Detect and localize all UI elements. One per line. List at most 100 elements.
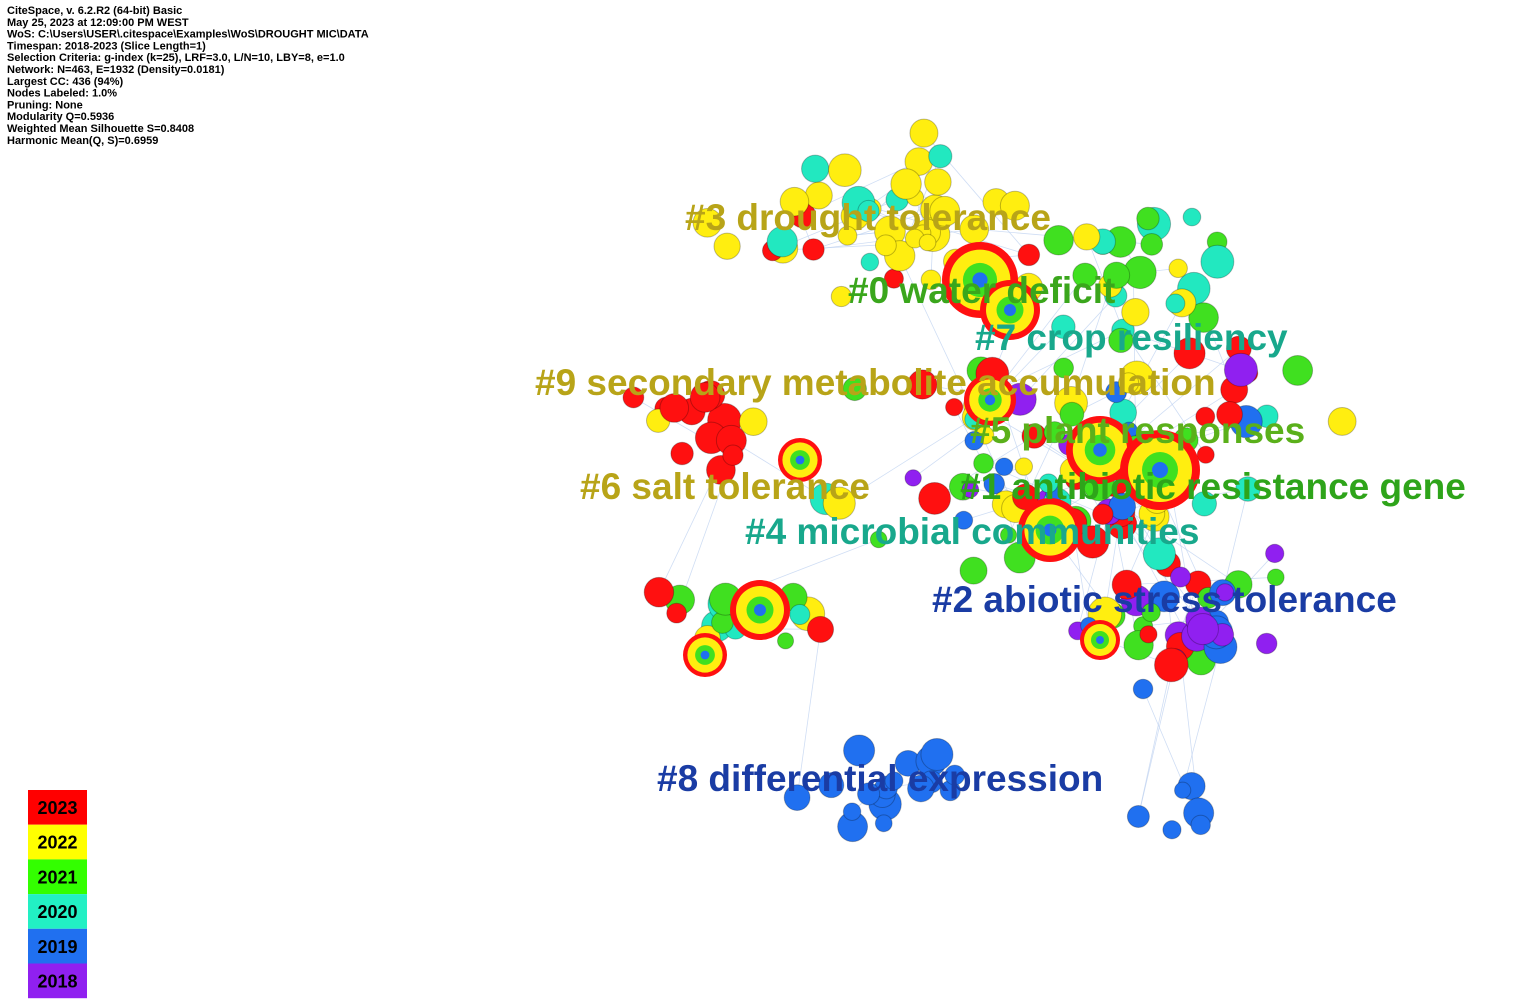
node-ring [1043,523,1057,537]
node [666,602,687,624]
legend: 2023 2022 2021 2020 2019 2018 [28,790,87,999]
cluster-label: #1 antibiotic resistance gene [960,466,1466,507]
node [843,734,876,767]
node [622,386,645,409]
node-ring [972,272,988,288]
node [954,510,974,530]
node [1174,781,1192,799]
node [818,772,845,799]
node [783,784,811,811]
node [1117,372,1140,394]
node [1165,293,1186,314]
node [1017,243,1041,267]
node [1092,503,1114,525]
node [842,802,862,821]
edge [1137,660,1176,817]
node [918,233,937,252]
node [904,469,922,487]
node [874,234,897,257]
nodes [622,118,1357,843]
node [1188,302,1219,333]
node [918,481,952,515]
cluster-labels: #3 drought tolerance #0 water deficit #7 c… [535,197,1466,799]
node [1053,357,1075,379]
node [830,285,852,308]
node [837,225,858,246]
node [1215,583,1235,602]
edge [1070,285,1111,404]
node [961,480,980,499]
info-line: Pruning: None [7,99,83,111]
legend-year: 2020 [37,902,77,922]
node-ring [1004,304,1016,316]
node [1038,473,1059,494]
info-line: May 25, 2023 at 12:09:00 PM WEST [7,17,189,29]
node [944,764,966,786]
node [689,382,721,413]
node [1154,647,1189,683]
edge [839,416,976,504]
legend-swatch [28,824,87,860]
edge [731,440,827,500]
node [857,782,881,806]
info-line: Largest CC: 436 (94%) [7,76,123,88]
node [1282,354,1314,386]
node [999,190,1030,221]
node [928,144,953,169]
node [1108,327,1134,354]
node-ring [1152,462,1168,478]
node [670,441,694,466]
node [1140,232,1164,256]
node [1265,543,1285,564]
info-line: Weighted Mean Silhouette S=0.8408 [7,123,194,135]
node [1216,401,1243,428]
node [1043,421,1066,444]
node [766,226,798,258]
node [1200,244,1235,279]
node [1223,352,1258,387]
node [874,814,893,833]
legend-swatch [28,894,87,929]
node [1111,569,1142,600]
node-ring [984,394,996,406]
info-line: Modularity Q=0.5936 [7,111,114,123]
node-ring [1093,443,1107,457]
node [983,472,1005,495]
node [659,393,690,423]
legend-swatch [28,963,87,999]
node [945,398,964,417]
info-line: Timespan: 2018-2023 (Slice Length=1) [7,40,206,52]
node [999,526,1018,544]
node [929,195,961,227]
node [1169,566,1192,588]
info-line: Selection Criteria: g-index (k=25), LRF=… [7,52,345,64]
legend-swatch [28,790,87,825]
node [738,407,768,436]
node [909,118,939,148]
node [920,269,942,291]
node [1043,224,1074,256]
node-ring [1096,636,1104,644]
node [779,186,810,217]
node [1132,678,1154,700]
legend-swatch [28,859,87,895]
node [924,168,952,196]
node [1162,820,1182,840]
edge [1137,664,1172,817]
node [1072,262,1098,289]
node [920,737,954,772]
cluster-label: #5 plant responses [970,410,1305,451]
node [1126,805,1150,829]
edge [1182,646,1221,791]
node [692,207,723,238]
node [994,457,1014,477]
node [1168,258,1188,279]
node [964,430,984,451]
node [722,444,744,466]
node [1255,632,1278,655]
edge [899,255,976,418]
legend-year: 2022 [37,833,77,853]
node [1148,580,1180,613]
